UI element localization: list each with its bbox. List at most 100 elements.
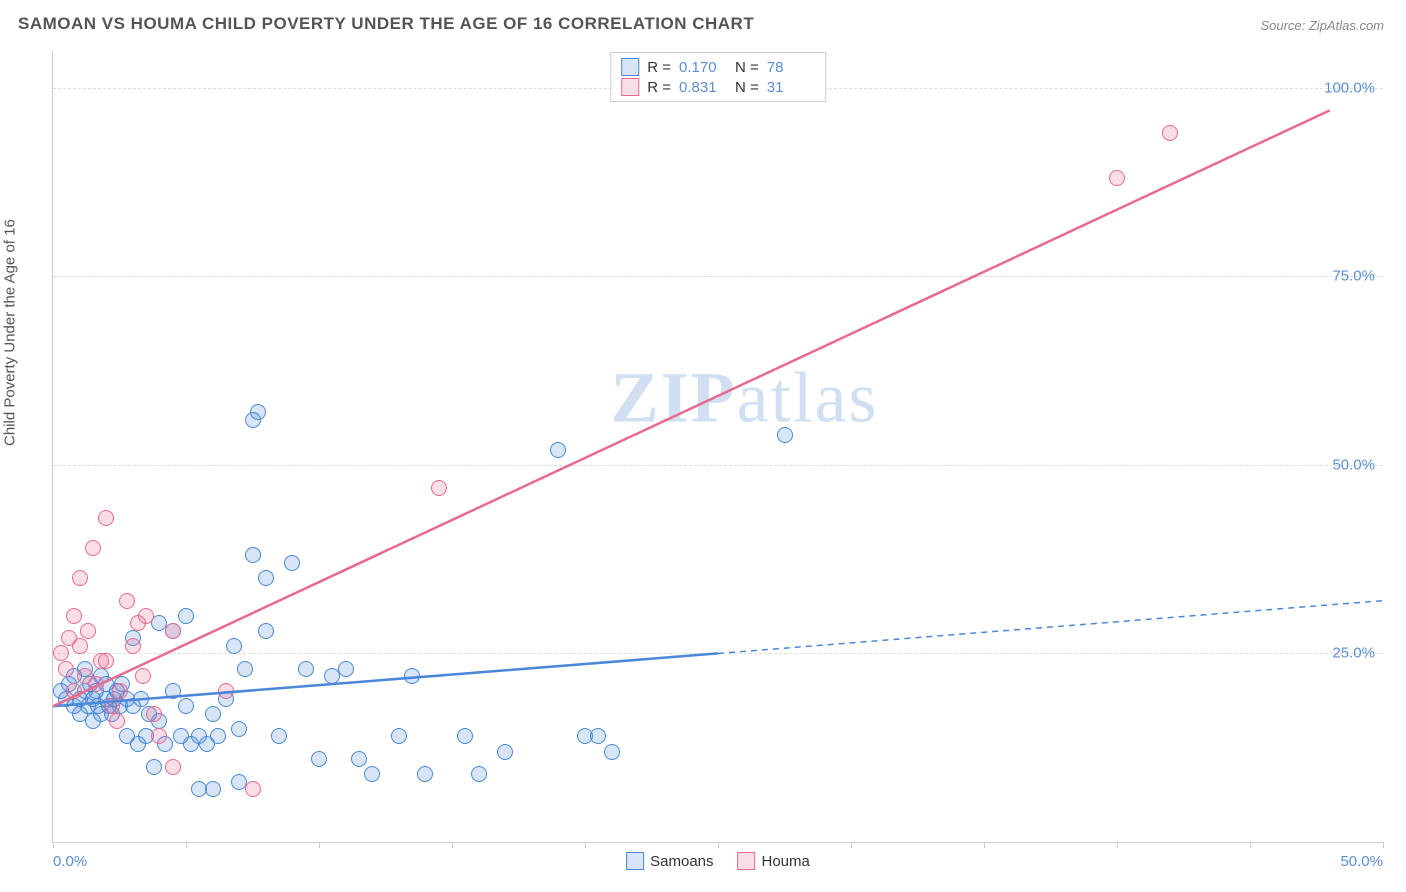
series-swatch [621, 78, 639, 96]
scatter-point [205, 781, 221, 797]
scatter-point [226, 638, 242, 654]
chart-plot-area: ZIPatlas 25.0%50.0%75.0%100.0% R =0.170N… [52, 50, 1383, 843]
scatter-point [391, 728, 407, 744]
legend-label: Houma [762, 853, 810, 870]
x-tick-label: 50.0% [1340, 853, 1383, 870]
chart-title: SAMOAN VS HOUMA CHILD POVERTY UNDER THE … [18, 14, 754, 34]
stat-r-value: 0.831 [679, 79, 727, 96]
stat-n-label: N = [735, 79, 759, 96]
scatter-point [311, 751, 327, 767]
source-attribution: Source: ZipAtlas.com [1260, 18, 1384, 33]
scatter-point [178, 608, 194, 624]
y-tick-label: 100.0% [1324, 79, 1375, 96]
x-tick [851, 842, 852, 848]
x-tick [1383, 842, 1384, 848]
scatter-point [431, 480, 447, 496]
scatter-point [258, 570, 274, 586]
legend-item[interactable]: Houma [738, 852, 810, 870]
y-tick-label: 25.0% [1332, 645, 1375, 662]
scatter-point [146, 706, 162, 722]
scatter-point [471, 766, 487, 782]
scatter-point [417, 766, 433, 782]
scatter-point [590, 728, 606, 744]
scatter-point [138, 608, 154, 624]
x-tick [585, 842, 586, 848]
scatter-point [210, 728, 226, 744]
legend: Samoans Houma [626, 852, 810, 870]
scatter-point [109, 713, 125, 729]
gridline [53, 276, 1383, 277]
scatter-point [85, 540, 101, 556]
scatter-point [119, 593, 135, 609]
stat-r-value: 0.170 [679, 59, 727, 76]
scatter-point [72, 638, 88, 654]
x-tick [186, 842, 187, 848]
scatter-point [112, 683, 128, 699]
stat-r-label: R = [647, 79, 671, 96]
scatter-point [497, 744, 513, 760]
scatter-point [250, 404, 266, 420]
stat-r-label: R = [647, 59, 671, 76]
scatter-point [237, 661, 253, 677]
scatter-point [1162, 125, 1178, 141]
scatter-point [218, 683, 234, 699]
scatter-point [165, 759, 181, 775]
gridline [53, 653, 1383, 654]
y-axis-label: Child Poverty Under the Age of 16 [2, 219, 19, 446]
scatter-point [135, 668, 151, 684]
scatter-point [98, 510, 114, 526]
stat-n-value: 31 [767, 79, 815, 96]
scatter-point [351, 751, 367, 767]
scatter-point [66, 608, 82, 624]
scatter-point [151, 728, 167, 744]
scatter-point [298, 661, 314, 677]
plot-layer: 25.0% 50.0% 75.0% 100.0% [53, 50, 1383, 842]
scatter-point [53, 645, 69, 661]
scatter-point [231, 721, 247, 737]
legend-swatch [626, 852, 644, 870]
stat-n-value: 78 [767, 59, 815, 76]
x-tick [1250, 842, 1251, 848]
scatter-point [258, 623, 274, 639]
scatter-point [72, 570, 88, 586]
x-tick [984, 842, 985, 848]
scatter-point [165, 683, 181, 699]
scatter-point [165, 623, 181, 639]
scatter-point [146, 759, 162, 775]
scatter-point [178, 698, 194, 714]
y-tick-label: 50.0% [1332, 456, 1375, 473]
scatter-point [245, 547, 261, 563]
scatter-point [125, 638, 141, 654]
scatter-point [338, 661, 354, 677]
x-tick [1117, 842, 1118, 848]
scatter-point [550, 442, 566, 458]
y-tick-label: 75.0% [1332, 268, 1375, 285]
scatter-point [58, 661, 74, 677]
scatter-point [205, 706, 221, 722]
scatter-point [245, 781, 261, 797]
correlation-stats-box: R = 0.170 N = 78 R = 0.831 N = 31 [610, 52, 826, 102]
scatter-point [88, 676, 104, 692]
gridline [53, 465, 1383, 466]
scatter-point [457, 728, 473, 744]
x-tick [452, 842, 453, 848]
scatter-point [1109, 170, 1125, 186]
stat-n-label: N = [735, 59, 759, 76]
scatter-point [604, 744, 620, 760]
legend-label: Samoans [650, 853, 713, 870]
series-swatch [621, 58, 639, 76]
scatter-point [133, 691, 149, 707]
scatter-point [364, 766, 380, 782]
stats-row: R = 0.831 N = 31 [621, 77, 815, 97]
stats-row: R = 0.170 N = 78 [621, 57, 815, 77]
x-tick [319, 842, 320, 848]
scatter-point [404, 668, 420, 684]
x-tick [53, 842, 54, 848]
scatter-point [66, 683, 82, 699]
scatter-point [98, 653, 114, 669]
scatter-point [271, 728, 287, 744]
legend-swatch [738, 852, 756, 870]
legend-item[interactable]: Samoans [626, 852, 713, 870]
x-tick-label: 0.0% [53, 853, 87, 870]
x-tick [718, 842, 719, 848]
